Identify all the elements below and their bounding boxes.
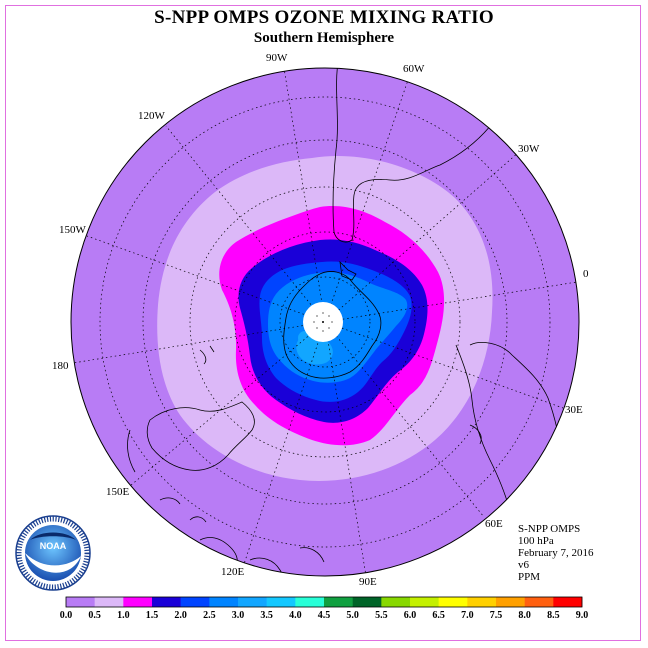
colorbar-swatch bbox=[123, 597, 153, 607]
colorbar-tick-label: 0.5 bbox=[88, 610, 101, 621]
colorbar-swatch bbox=[66, 597, 95, 607]
lon-label-150w: 150W bbox=[59, 224, 86, 236]
colorbar-swatch bbox=[438, 597, 468, 607]
colorbar-swatch bbox=[152, 597, 181, 607]
lon-label-60w: 60W bbox=[403, 63, 425, 75]
colorbar-tick-label: 8.0 bbox=[518, 610, 531, 621]
colorbar-tick-label: 9.0 bbox=[575, 610, 589, 621]
date-label: February 7, 2016 bbox=[518, 547, 594, 559]
pole-marker bbox=[313, 312, 333, 332]
colorbar-tick-label: 2.5 bbox=[203, 610, 216, 621]
latitude-circles bbox=[99, 96, 551, 548]
colorbar-border bbox=[65, 596, 583, 608]
lon-label-30e: 30E bbox=[565, 404, 583, 416]
colorbar-tick-label: 7.5 bbox=[489, 610, 503, 621]
colorbar-swatch bbox=[238, 597, 267, 607]
map-boundary bbox=[70, 67, 580, 577]
colorbar-swatch bbox=[352, 597, 382, 607]
colorbar-swatch bbox=[381, 597, 411, 607]
colorbar-swatch bbox=[467, 597, 497, 607]
meridians bbox=[72, 68, 578, 576]
lon-label-30w: 30W bbox=[518, 143, 540, 155]
lon-label-180: 180 bbox=[52, 360, 69, 372]
svg-text:NOAA: NOAA bbox=[40, 541, 67, 551]
colorbar-tick-label: 8.5 bbox=[547, 610, 560, 621]
colorbar-swatch bbox=[209, 597, 239, 607]
colorbar-tick-label: 7.0 bbox=[461, 610, 474, 621]
lon-label-60e: 60E bbox=[485, 518, 503, 530]
colorbar-tick-label: 5.5 bbox=[375, 610, 388, 621]
colorbar-tick-label: 3.0 bbox=[231, 610, 245, 621]
pressure-level-label: 100 hPa bbox=[518, 535, 554, 547]
colorbar-swatch bbox=[266, 597, 296, 607]
units-label: PPM bbox=[518, 571, 541, 583]
lon-label-150e: 150E bbox=[106, 486, 130, 498]
noaa-logo-icon: NOAA bbox=[15, 515, 91, 591]
colorbar-tick-label: 3.5 bbox=[260, 610, 273, 621]
lon-label-90e: 90E bbox=[359, 576, 377, 588]
colorbar-tick-label: 6.5 bbox=[432, 610, 445, 621]
lon-label-120w: 120W bbox=[138, 110, 165, 122]
colorbar-swatch bbox=[553, 597, 583, 607]
colorbar-swatch bbox=[410, 597, 439, 607]
page-title: S-NPP OMPS OZONE MIXING RATIO bbox=[154, 7, 494, 28]
colorbar-swatch bbox=[295, 597, 325, 607]
colorbar-swatch bbox=[94, 597, 124, 607]
version-label: v6 bbox=[518, 559, 529, 571]
colorbar-tick-label: 4.0 bbox=[289, 610, 302, 621]
colorbar-tick-label: 1.5 bbox=[145, 610, 159, 621]
instrument-label: S-NPP OMPS bbox=[518, 523, 581, 535]
colorbar bbox=[65, 596, 583, 608]
colorbar-tick-label: 1.0 bbox=[117, 610, 130, 621]
lon-label-0: 0 bbox=[583, 268, 589, 280]
colorbar-swatch bbox=[324, 597, 353, 607]
lon-label-90w: 90W bbox=[266, 52, 288, 64]
colorbar-tick-label: 0.0 bbox=[59, 610, 73, 621]
ozone-field bbox=[71, 68, 579, 576]
colorbar-tick-label: 5.0 bbox=[346, 610, 359, 621]
colorbar-swatch bbox=[496, 597, 525, 607]
colorbar-tick-label: 2.0 bbox=[174, 610, 187, 621]
colorbar-swatch bbox=[524, 597, 554, 607]
colorbar-tick-label: 4.5 bbox=[317, 610, 331, 621]
plot-frame bbox=[5, 5, 641, 641]
colorbar-swatch bbox=[180, 597, 210, 607]
info-block: S-NPP OMPS 100 hPa February 7, 2016 v6 P… bbox=[518, 523, 593, 583]
page-subtitle: Southern Hemisphere bbox=[253, 30, 395, 46]
colorbar-tick-label: 6.0 bbox=[403, 610, 417, 621]
lon-label-120e: 120E bbox=[221, 566, 245, 578]
